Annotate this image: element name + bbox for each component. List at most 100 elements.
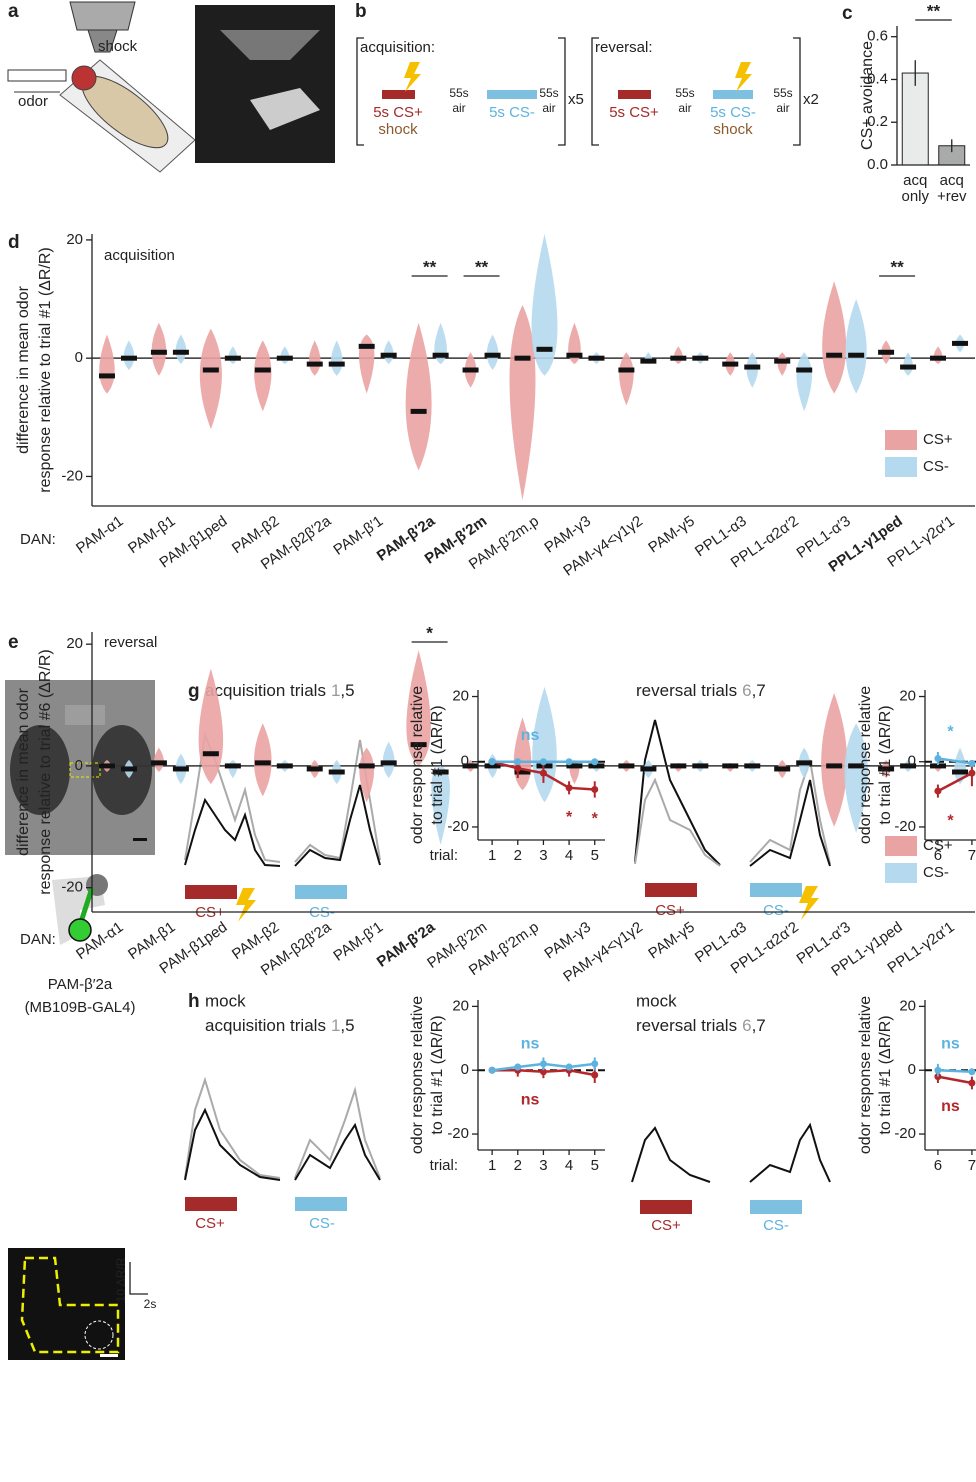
x-tick-label: 4: [565, 847, 573, 864]
point: [591, 1060, 599, 1068]
label: odor: [18, 93, 48, 110]
label: PAM-β′2a: [48, 976, 113, 993]
label: CS+: [651, 1217, 681, 1234]
violin: [673, 346, 683, 365]
x-tick-label: acq only: [901, 172, 929, 205]
label: air: [678, 101, 691, 115]
median: [670, 355, 687, 361]
label: 55s: [449, 86, 468, 100]
title-part: ,7: [752, 1016, 766, 1035]
violin: [330, 340, 343, 376]
trace: [749, 1122, 831, 1183]
median: [254, 760, 271, 766]
y-tick-label: 0: [75, 757, 83, 774]
median: [640, 766, 657, 772]
x-axis-label: trial:: [430, 847, 458, 864]
y-axis-label: to trial #1 (ΔR/R): [429, 1015, 446, 1134]
y-tick-label: 0.4: [867, 70, 888, 87]
y-axis-label: to trial #1 (ΔR/R): [877, 705, 894, 824]
label: CS+: [655, 902, 685, 919]
objective: [69, 1, 136, 31]
median: [328, 769, 345, 775]
stimulus-bar: [487, 90, 537, 99]
x-tick-label: 1: [488, 1157, 496, 1174]
median: [618, 367, 635, 373]
stimulus-bar: [618, 90, 651, 99]
trace: [634, 719, 721, 866]
violin: [933, 346, 943, 365]
x-tick-label: PAM-γ5: [645, 919, 698, 963]
median: [692, 355, 709, 361]
y-tick-label: -20: [894, 1125, 916, 1142]
median: [670, 763, 687, 769]
significance: **: [927, 1, 941, 20]
stimulus-bar: [645, 883, 697, 897]
photo: [8, 1248, 125, 1360]
violin: [175, 334, 187, 365]
violin: [532, 686, 557, 803]
x-tick-label: 6: [934, 847, 942, 864]
violin: [619, 352, 634, 406]
y-axis-label: odor response relative: [409, 686, 426, 844]
label: shock: [98, 38, 138, 55]
median: [202, 751, 219, 757]
stimulus-bar: [185, 1197, 237, 1211]
median: [514, 355, 531, 361]
roi: [20, 1256, 120, 1354]
point: [514, 764, 522, 772]
median: [796, 367, 813, 373]
violin: [431, 765, 450, 846]
median: [150, 349, 167, 355]
median: [120, 355, 137, 361]
median: [276, 355, 293, 361]
panel-title: reversal trials 6,7: [636, 1016, 766, 1035]
series-line: [937, 757, 973, 765]
violin: [796, 352, 812, 412]
violin: [777, 352, 788, 376]
label: 5s CS-: [489, 104, 535, 121]
median: [172, 349, 189, 355]
median: [150, 760, 167, 766]
bracket: [793, 37, 801, 146]
significance: **: [890, 257, 904, 276]
x-tick-label: PAM-γ5: [645, 513, 698, 557]
x-tick-label: 7: [968, 847, 976, 864]
stimulus-bar: [750, 1200, 802, 1214]
label: CS-: [763, 1217, 789, 1234]
scale-bar: [129, 1262, 148, 1295]
trace: [294, 1086, 381, 1179]
title-part: acquisition trials: [205, 681, 326, 700]
median: [432, 352, 449, 358]
trace: [749, 779, 831, 867]
shock-icon: [236, 888, 256, 922]
significance: *: [426, 623, 433, 642]
panel-title: mock: [636, 991, 677, 1010]
y-axis-label: to trial #1 (ΔR/R): [877, 1015, 894, 1134]
median: [692, 763, 709, 769]
violin: [486, 334, 499, 370]
point: [591, 1071, 599, 1079]
shock-icon: [404, 62, 421, 92]
panel-title: acquisition trials 1,5: [205, 1016, 355, 1035]
median: [98, 373, 115, 379]
violin: [228, 759, 238, 779]
median: [224, 355, 241, 361]
trace: [294, 1122, 381, 1181]
legend-label: CS+: [923, 837, 953, 854]
label: CS-: [763, 902, 789, 919]
violin: [531, 234, 558, 376]
median: [224, 763, 241, 769]
violin: [253, 723, 272, 797]
median: [722, 361, 739, 367]
stimulus-bar: [713, 90, 753, 99]
median: [618, 763, 635, 769]
trace: [184, 731, 281, 863]
point: [488, 758, 496, 766]
median: [432, 769, 449, 775]
point: [514, 1063, 522, 1071]
title-part: ,5: [340, 681, 354, 700]
point: [565, 758, 573, 766]
median: [462, 763, 479, 769]
